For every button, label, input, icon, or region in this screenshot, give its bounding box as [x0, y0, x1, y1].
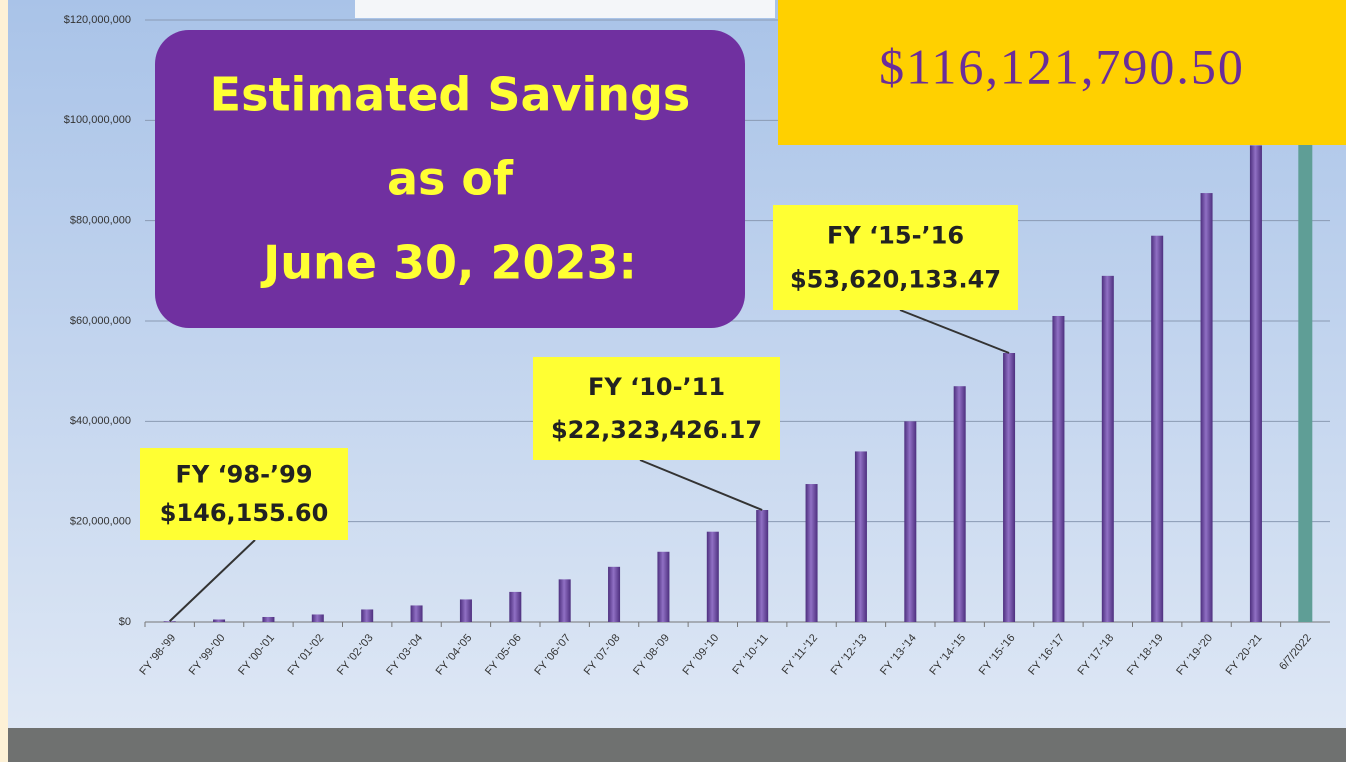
- callout-value: $53,620,133.47: [790, 266, 1001, 294]
- bar: [608, 566, 621, 622]
- bar: [163, 621, 176, 622]
- bar: [854, 451, 867, 622]
- leader-line: [639, 459, 763, 511]
- bar: [262, 616, 275, 622]
- y-tick-label: $120,000,000: [64, 14, 131, 26]
- bar: [213, 619, 226, 622]
- callout-box: [533, 357, 780, 460]
- bar: [805, 484, 818, 622]
- title-line: June 30, 2023:: [260, 236, 637, 290]
- bar: [1151, 235, 1164, 622]
- y-tick-label: $20,000,000: [70, 516, 131, 528]
- bar: [706, 531, 719, 622]
- bar: [953, 386, 966, 622]
- bar: [1249, 145, 1262, 622]
- y-tick-label: $60,000,000: [70, 315, 131, 327]
- headline-box: [778, 0, 1346, 145]
- leader-line: [168, 539, 256, 622]
- bar: [1298, 40, 1313, 623]
- bar: [1052, 315, 1065, 622]
- y-tick-label: $80,000,000: [70, 215, 131, 227]
- bar: [1003, 353, 1016, 622]
- bottom-band: [8, 728, 1346, 762]
- y-tick-label: $0: [119, 616, 131, 628]
- y-tick-label: $100,000,000: [64, 114, 131, 126]
- title-box: [155, 30, 745, 328]
- callout-box: [773, 205, 1018, 310]
- bar: [311, 614, 324, 622]
- bar: [1101, 275, 1114, 622]
- top-panel: [355, 0, 775, 18]
- bar: [756, 510, 769, 622]
- callout-label: FY ‘15-’16: [827, 222, 964, 250]
- callout-label: FY ‘10-’11: [588, 373, 725, 401]
- headline: $116,121,790.50: [879, 38, 1245, 94]
- title-line: as of: [387, 152, 514, 206]
- bar: [410, 605, 423, 622]
- callout-box: [140, 448, 348, 540]
- callout-value: $146,155.60: [160, 499, 329, 527]
- bar: [904, 421, 917, 622]
- bar: [459, 599, 472, 622]
- leader-line: [899, 309, 1010, 354]
- y-tick-label: $40,000,000: [70, 415, 131, 427]
- bar: [509, 591, 522, 622]
- callout-label: FY ‘98-’99: [175, 461, 312, 489]
- bar: [1200, 193, 1213, 622]
- bar: [558, 579, 571, 622]
- title-line: Estimated Savings: [210, 68, 691, 122]
- bar: [657, 551, 670, 622]
- bar: [361, 609, 374, 622]
- callout-value: $22,323,426.17: [551, 416, 762, 444]
